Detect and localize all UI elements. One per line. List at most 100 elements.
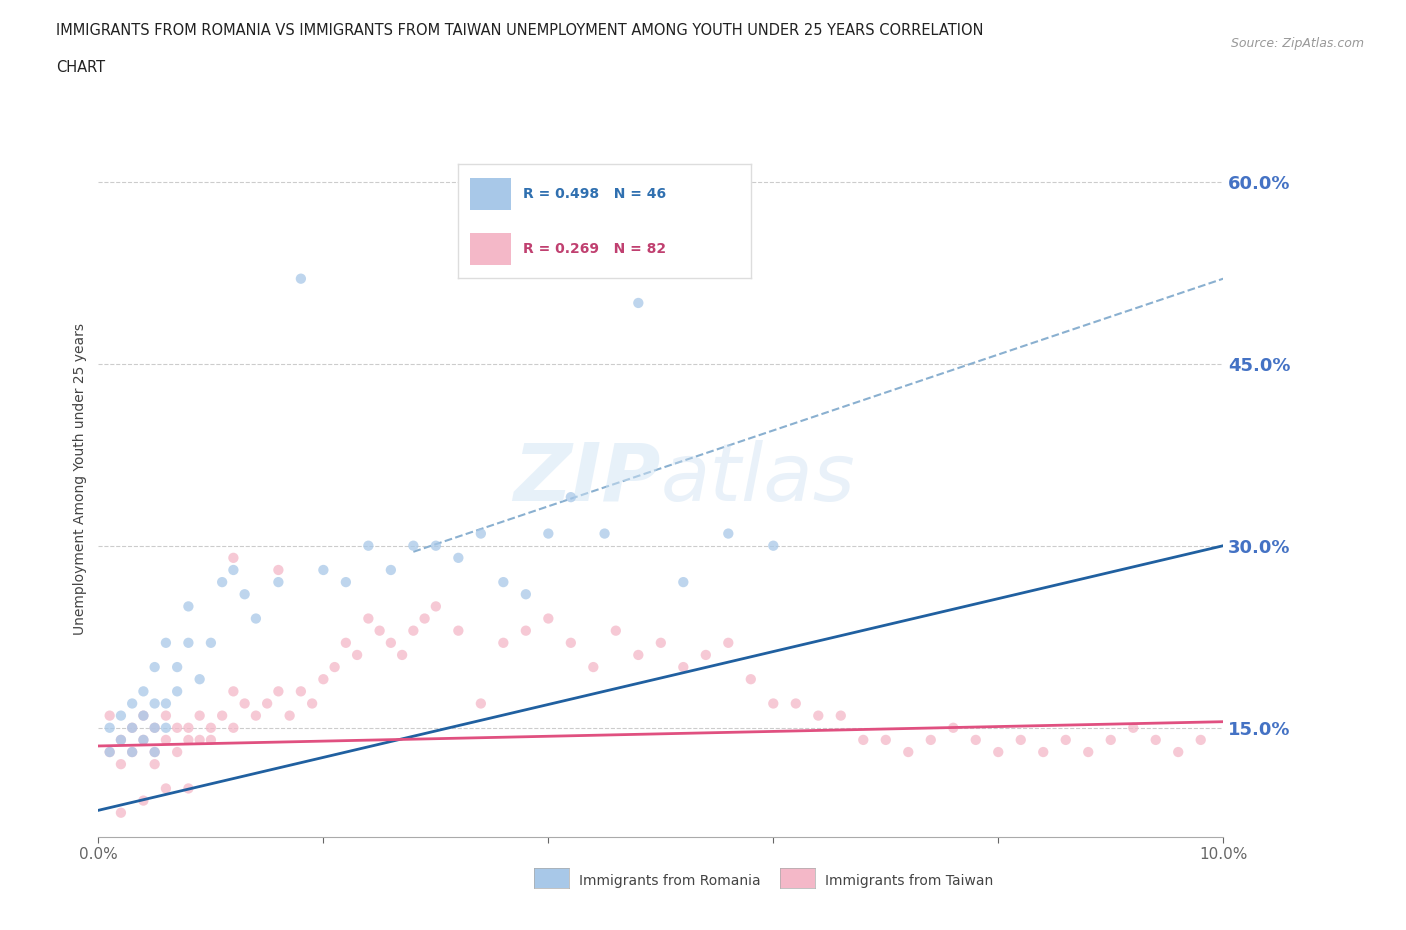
Point: [537, 526, 560, 541]
Text: CHART: CHART: [56, 60, 105, 75]
Point: [132, 793, 155, 808]
Point: [143, 757, 166, 772]
Point: [368, 623, 391, 638]
Point: [233, 696, 256, 711]
Point: [301, 696, 323, 711]
Point: [166, 745, 188, 760]
Text: atlas: atlas: [661, 440, 856, 518]
Point: [323, 659, 346, 674]
Point: [987, 745, 1010, 760]
Point: [1077, 745, 1099, 760]
Point: [357, 538, 380, 553]
Point: [245, 611, 267, 626]
Point: [155, 721, 177, 736]
Point: [380, 563, 402, 578]
Point: [942, 721, 965, 736]
Point: [717, 526, 740, 541]
Point: [560, 490, 582, 505]
Point: [222, 551, 245, 565]
Point: [1032, 745, 1054, 760]
Point: [121, 721, 143, 736]
Point: [211, 708, 233, 723]
Point: [807, 708, 830, 723]
Point: [155, 635, 177, 650]
Point: [830, 708, 852, 723]
Point: [110, 733, 132, 748]
Point: [166, 684, 188, 698]
Point: [1122, 721, 1144, 736]
Text: ZIP: ZIP: [513, 440, 661, 518]
Point: [110, 757, 132, 772]
Point: [335, 575, 357, 590]
Point: [256, 696, 278, 711]
Point: [717, 635, 740, 650]
Point: [143, 721, 166, 736]
Point: [177, 599, 200, 614]
Point: [290, 272, 312, 286]
Point: [740, 671, 762, 686]
Point: [605, 623, 627, 638]
Point: [177, 721, 200, 736]
Point: [188, 733, 211, 748]
Point: [492, 575, 515, 590]
Point: [200, 635, 222, 650]
Point: [110, 805, 132, 820]
Point: [155, 781, 177, 796]
Text: Source: ZipAtlas.com: Source: ZipAtlas.com: [1230, 37, 1364, 50]
Text: Immigrants from Taiwan: Immigrants from Taiwan: [825, 873, 994, 888]
Point: [166, 721, 188, 736]
Text: Immigrants from Romania: Immigrants from Romania: [579, 873, 761, 888]
Text: IMMIGRANTS FROM ROMANIA VS IMMIGRANTS FROM TAIWAN UNEMPLOYMENT AMONG YOUTH UNDER: IMMIGRANTS FROM ROMANIA VS IMMIGRANTS FR…: [56, 23, 984, 38]
Point: [132, 708, 155, 723]
Point: [335, 635, 357, 650]
Point: [143, 721, 166, 736]
Point: [627, 296, 650, 311]
Point: [211, 575, 233, 590]
Point: [132, 733, 155, 748]
Point: [143, 745, 166, 760]
Point: [110, 733, 132, 748]
Point: [312, 563, 335, 578]
Point: [582, 659, 605, 674]
Point: [560, 635, 582, 650]
Point: [785, 696, 807, 711]
Point: [98, 721, 121, 736]
Point: [267, 575, 290, 590]
Point: [121, 745, 143, 760]
Point: [357, 611, 380, 626]
Point: [177, 635, 200, 650]
Point: [425, 538, 447, 553]
Point: [447, 551, 470, 565]
Point: [143, 696, 166, 711]
Point: [155, 696, 177, 711]
Point: [222, 563, 245, 578]
Point: [515, 587, 537, 602]
Point: [447, 623, 470, 638]
Point: [1144, 733, 1167, 748]
Point: [110, 708, 132, 723]
Point: [402, 623, 425, 638]
Point: [897, 745, 920, 760]
Point: [593, 526, 616, 541]
Point: [290, 684, 312, 698]
Point: [132, 733, 155, 748]
Point: [98, 745, 121, 760]
Point: [245, 708, 267, 723]
Point: [425, 599, 447, 614]
Point: [166, 659, 188, 674]
Point: [762, 696, 785, 711]
Point: [267, 684, 290, 698]
Point: [121, 721, 143, 736]
Point: [537, 611, 560, 626]
Point: [155, 708, 177, 723]
Point: [132, 708, 155, 723]
Point: [627, 647, 650, 662]
Point: [177, 733, 200, 748]
Point: [267, 563, 290, 578]
Point: [515, 623, 537, 638]
Point: [222, 721, 245, 736]
Point: [222, 684, 245, 698]
Point: [121, 745, 143, 760]
Point: [155, 733, 177, 748]
Point: [346, 647, 368, 662]
